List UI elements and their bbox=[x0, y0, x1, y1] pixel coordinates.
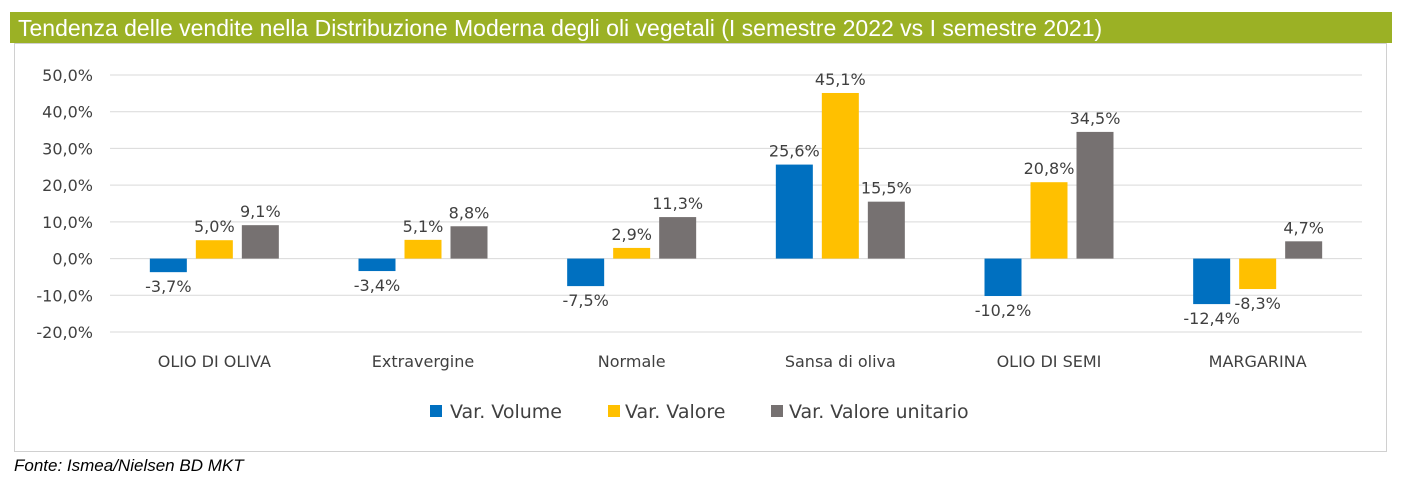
bar bbox=[404, 239, 442, 259]
source-note: Fonte: Ismea/Nielsen BD MKT bbox=[14, 456, 244, 475]
y-tick-label: 40,0% bbox=[42, 103, 93, 122]
legend-swatch bbox=[430, 405, 442, 417]
bar bbox=[567, 258, 605, 287]
y-tick-label: -10,0% bbox=[36, 286, 93, 305]
bar bbox=[1030, 182, 1068, 259]
data-label: 8,8% bbox=[449, 203, 490, 222]
x-tick-label: OLIO DI OLIVA bbox=[158, 352, 271, 371]
legend-label: Var. Valore unitario bbox=[789, 401, 969, 423]
x-tick-label: OLIO DI SEMI bbox=[997, 352, 1102, 371]
data-label: 4,7% bbox=[1283, 218, 1324, 237]
bar bbox=[1076, 131, 1114, 259]
y-tick-label: 0,0% bbox=[52, 250, 93, 269]
y-tick-label: -20,0% bbox=[36, 323, 93, 342]
bar bbox=[241, 225, 279, 259]
data-label: -7,5% bbox=[562, 291, 608, 310]
data-label: 25,6% bbox=[769, 142, 820, 161]
data-label: 15,5% bbox=[861, 179, 912, 198]
data-label: 11,3% bbox=[652, 194, 703, 213]
data-label: 20,8% bbox=[1024, 159, 1075, 178]
x-tick-label: Normale bbox=[598, 352, 666, 371]
x-tick-label: MARGARINA bbox=[1209, 352, 1307, 371]
data-label: 2,9% bbox=[611, 225, 652, 244]
bar bbox=[450, 226, 488, 259]
bar bbox=[659, 217, 697, 259]
legend-swatch bbox=[608, 405, 620, 417]
data-label: -3,4% bbox=[354, 276, 400, 295]
bar bbox=[775, 164, 813, 259]
bar bbox=[613, 247, 651, 259]
data-label: 9,1% bbox=[240, 202, 281, 221]
data-label: 5,1% bbox=[403, 217, 444, 236]
bar bbox=[358, 258, 396, 272]
data-label: -10,2% bbox=[975, 301, 1032, 320]
bar bbox=[1239, 258, 1277, 290]
data-label: -12,4% bbox=[1183, 309, 1240, 328]
chart-title: Tendenza delle vendite nella Distribuzio… bbox=[18, 15, 1103, 41]
data-label: 5,0% bbox=[194, 217, 235, 236]
legend-label: Var. Valore bbox=[625, 401, 725, 423]
x-tick-label: Sansa di oliva bbox=[785, 352, 896, 371]
title-bar: Tendenza delle vendite nella Distribuzio… bbox=[10, 12, 1392, 43]
data-label: -8,3% bbox=[1234, 294, 1280, 313]
y-tick-label: 20,0% bbox=[42, 176, 93, 195]
legend-label: Var. Volume bbox=[450, 401, 562, 423]
chart-frame bbox=[14, 43, 1387, 452]
bar bbox=[867, 201, 905, 259]
legend-swatch bbox=[771, 405, 783, 417]
bar bbox=[984, 258, 1022, 297]
y-tick-label: 10,0% bbox=[42, 213, 93, 232]
bar bbox=[149, 258, 187, 273]
data-label: 34,5% bbox=[1070, 109, 1121, 128]
bar bbox=[1285, 241, 1323, 259]
y-tick-label: 50,0% bbox=[42, 66, 93, 85]
data-label: -3,7% bbox=[145, 277, 191, 296]
y-tick-label: 30,0% bbox=[42, 139, 93, 158]
bar bbox=[1193, 258, 1231, 305]
x-tick-label: Extravergine bbox=[372, 352, 474, 371]
bar bbox=[821, 92, 859, 259]
bar bbox=[195, 240, 233, 259]
data-label: 45,1% bbox=[815, 70, 866, 89]
